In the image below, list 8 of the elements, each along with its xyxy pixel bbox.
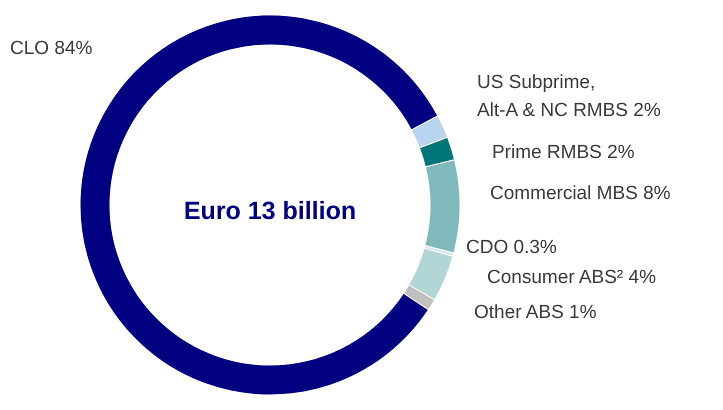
slice-label: CDO 0.3% [466,237,557,258]
slice-label: Prime RMBS 2% [492,142,635,163]
slice-label: Other ABS 1% [474,302,597,323]
text: Euro 13 billion [184,197,356,225]
slice-label: Commercial MBS 8% [490,183,671,204]
slice-label: US Subprime, Alt-A & NC RMBS 2% [477,72,661,121]
slice-label: CLO 84% [10,38,92,59]
slice-label: Consumer ABS² 4% [487,267,656,288]
